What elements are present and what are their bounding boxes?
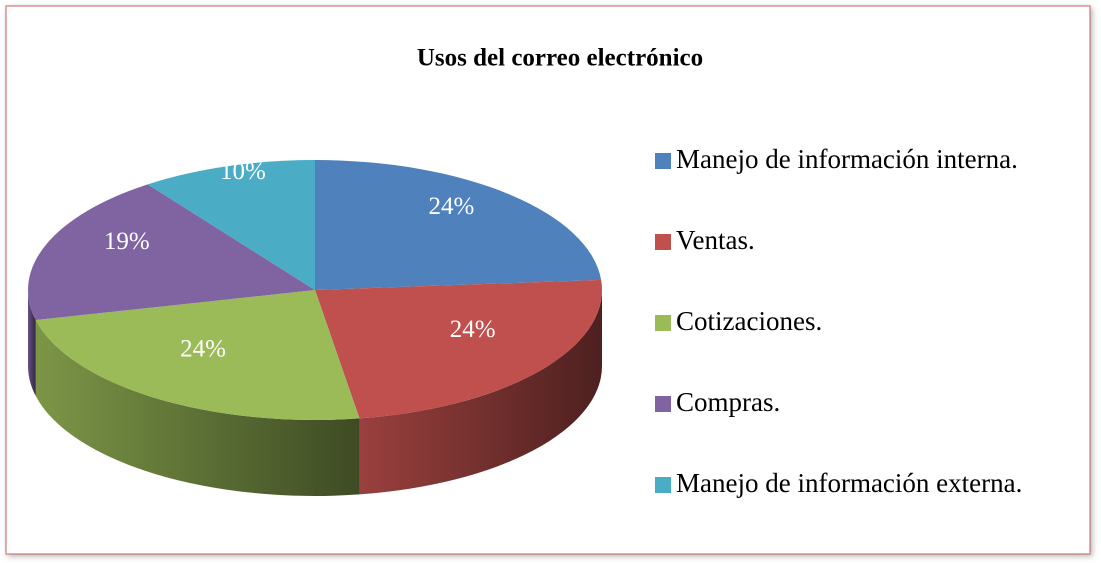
legend-label: Compras. [676,387,780,417]
slice [147,160,315,290]
slice [28,184,316,321]
legend-swatch [655,234,671,250]
legend-label: Ventas. [676,225,755,255]
slice [315,160,602,290]
legend-swatch [655,315,671,331]
legend-swatch [655,396,671,412]
data-label: 19% [104,228,150,255]
slice-side [359,290,602,495]
data-label: 24% [429,193,475,220]
chart-title: Usos del correo electrónico [417,45,703,72]
data-label: 24% [180,335,226,362]
legend-swatch [655,153,671,169]
slice [35,290,360,420]
legend-label: Cotizaciones. [676,306,822,336]
slice-side [28,290,36,397]
legend-swatch [655,477,671,493]
slice [315,279,602,419]
legend-label: Manejo de información interna. [676,144,1018,174]
data-label: 24% [450,316,496,343]
slice-side [35,320,360,496]
legend-label: Manejo de información externa. [676,468,1022,498]
data-label: 10% [220,158,266,185]
